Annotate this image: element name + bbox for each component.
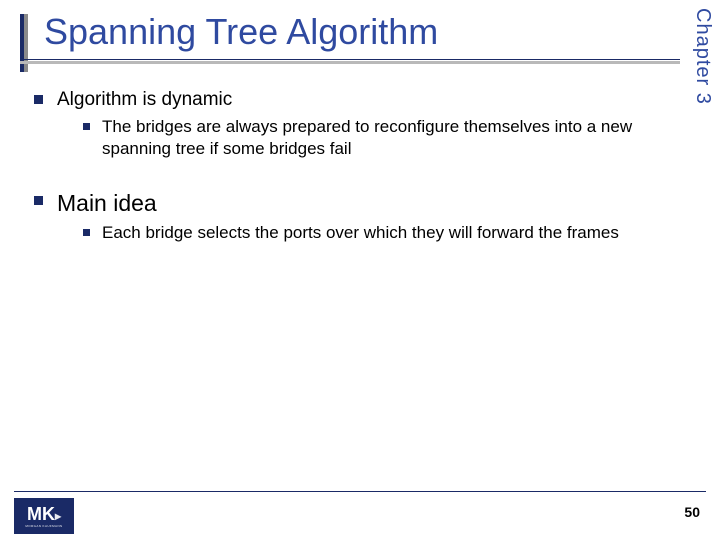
page-title: Spanning Tree Algorithm bbox=[44, 12, 660, 58]
list-item-label: Main idea bbox=[57, 189, 619, 218]
slide: Chapter 3 Spanning Tree Algorithm Algori… bbox=[0, 0, 720, 540]
list-item: Each bridge selects the ports over which… bbox=[83, 222, 619, 244]
bullet-square-icon bbox=[34, 95, 43, 104]
title-underline bbox=[20, 59, 680, 60]
publisher-logo: MK▸ MORGAN KAUFMANN bbox=[14, 498, 74, 534]
list-item: The bridges are always prepared to recon… bbox=[83, 116, 676, 160]
logo-brand-line: MORGAN KAUFMANN bbox=[25, 524, 62, 528]
title-block: Spanning Tree Algorithm bbox=[20, 12, 660, 58]
footer-rule bbox=[14, 491, 706, 492]
list-item-label: The bridges are always prepared to recon… bbox=[102, 116, 676, 160]
page-number: 50 bbox=[684, 504, 700, 520]
list-item: Algorithm is dynamic The bridges are alw… bbox=[34, 88, 676, 167]
title-underline-shadow bbox=[20, 61, 680, 64]
chapter-tab: Chapter 3 bbox=[691, 8, 714, 105]
bullet-square-icon bbox=[83, 229, 90, 236]
list-item: Main idea Each bridge selects the ports … bbox=[34, 189, 676, 252]
list-item-label: Algorithm is dynamic bbox=[57, 88, 676, 112]
body: Algorithm is dynamic The bridges are alw… bbox=[34, 88, 676, 268]
chevron-icon: ▸ bbox=[55, 509, 61, 523]
bullet-square-icon bbox=[83, 123, 90, 130]
logo-monogram-text: MK bbox=[27, 504, 55, 524]
logo-monogram: MK▸ bbox=[27, 505, 61, 523]
bullet-square-icon bbox=[34, 196, 43, 205]
list-item-label: Each bridge selects the ports over which… bbox=[102, 222, 619, 244]
